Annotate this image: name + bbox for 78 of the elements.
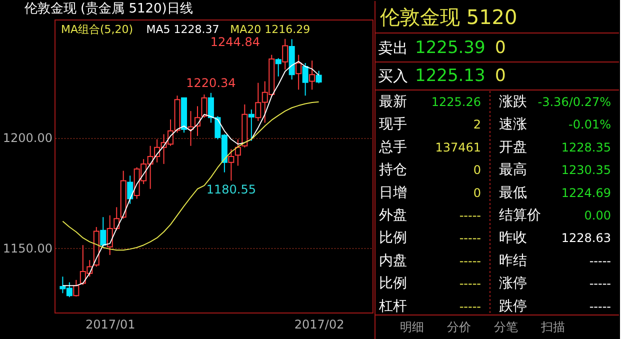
text: MA20 1216.29 bbox=[230, 23, 310, 36]
text: 2 bbox=[473, 118, 481, 132]
candlestick bbox=[73, 279, 80, 297]
candlestick bbox=[316, 70, 322, 84]
text: 1228.63 bbox=[561, 231, 611, 246]
legend-title: MA组合(5,20) bbox=[61, 23, 134, 36]
text: ----- bbox=[459, 276, 481, 291]
text: 1225.26 bbox=[431, 95, 481, 109]
text: 明细 bbox=[400, 320, 424, 334]
text: 开盘 bbox=[499, 139, 527, 156]
text: 速涨 bbox=[499, 116, 527, 133]
text: 0 bbox=[495, 66, 506, 86]
text: 持仓 bbox=[379, 162, 407, 178]
chart-title: 伦敦金现 (贵金属 5120)日线 bbox=[24, 2, 193, 16]
text: 外盘 bbox=[379, 208, 407, 224]
candlestick bbox=[228, 148, 234, 182]
candlestick bbox=[194, 106, 200, 136]
candlestick bbox=[127, 175, 134, 204]
text: 137461 bbox=[435, 140, 481, 154]
text: 最高 bbox=[499, 162, 527, 178]
text: 现手 bbox=[379, 116, 407, 133]
text: 比例 bbox=[379, 276, 407, 292]
text: 跌停 bbox=[499, 298, 527, 314]
candlestick bbox=[309, 60, 316, 90]
text: MA5 1228.37 bbox=[146, 23, 220, 36]
text: 分笔 bbox=[494, 320, 518, 334]
text: 扫描 bbox=[540, 320, 565, 334]
text: 0 bbox=[473, 186, 481, 200]
text: -3.36/0.27% bbox=[538, 95, 611, 109]
text: 日增 bbox=[379, 184, 407, 201]
text: ----- bbox=[459, 208, 481, 222]
annotation: 1244.84 bbox=[210, 35, 260, 49]
text: 卖出 bbox=[378, 39, 408, 57]
candlestick bbox=[296, 54, 302, 90]
line-series bbox=[62, 101, 320, 251]
candlestick bbox=[282, 38, 288, 70]
text: 伦敦金现 5120 bbox=[380, 5, 518, 29]
text: 1228.35 bbox=[561, 140, 611, 154]
x-tick-label: 2017/02 bbox=[294, 318, 344, 332]
text: ----- bbox=[589, 254, 611, 268]
text: 结算价 bbox=[499, 208, 541, 224]
annotation: 1180.55 bbox=[206, 182, 256, 197]
text: 最新 bbox=[379, 94, 407, 110]
x-tick-label: 2017/01 bbox=[85, 318, 136, 332]
text: 1230.35 bbox=[561, 163, 611, 178]
candlestick bbox=[201, 94, 208, 118]
text: 1225.39 bbox=[415, 38, 486, 58]
text: 0 bbox=[495, 38, 506, 58]
text: 涨停 bbox=[499, 276, 527, 292]
text: 最低 bbox=[499, 184, 527, 201]
text: 杠杆 bbox=[378, 298, 407, 314]
text: ----- bbox=[459, 299, 481, 314]
text: 比例 bbox=[379, 230, 407, 246]
text: ----- bbox=[589, 276, 611, 291]
text: -0.01% bbox=[568, 118, 611, 132]
candlestick bbox=[248, 109, 254, 142]
y-tick-label: 1150.00 bbox=[2, 241, 52, 256]
candlestick bbox=[208, 92, 214, 124]
text: 总手 bbox=[378, 139, 407, 156]
candlestick bbox=[302, 62, 308, 96]
text: 昨收 bbox=[499, 230, 527, 246]
text: 1224.69 bbox=[561, 186, 611, 200]
candlestick bbox=[234, 138, 241, 166]
text: 内盘 bbox=[379, 252, 407, 269]
text: 涨跌 bbox=[499, 94, 527, 110]
text: 昨结 bbox=[499, 252, 527, 269]
text: 1225.13 bbox=[415, 66, 486, 86]
candlestick bbox=[275, 58, 282, 77]
text: 0.00 bbox=[584, 208, 611, 222]
text: ----- bbox=[589, 299, 611, 314]
candlestick bbox=[100, 216, 106, 248]
text: 0 bbox=[473, 163, 481, 178]
text: ----- bbox=[459, 231, 481, 246]
text: 分价 bbox=[447, 320, 471, 334]
annotation: 1220.34 bbox=[186, 76, 236, 90]
text: 买入 bbox=[378, 67, 408, 85]
y-tick-label: 1200.00 bbox=[2, 131, 52, 146]
text: ----- bbox=[459, 254, 481, 268]
